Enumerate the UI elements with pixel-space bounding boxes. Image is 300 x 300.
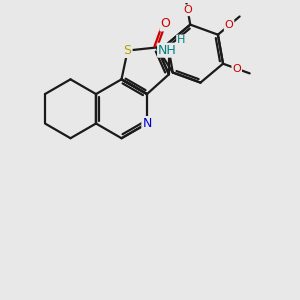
Text: NH: NH bbox=[158, 44, 177, 57]
Text: O: O bbox=[232, 64, 241, 74]
Text: O: O bbox=[183, 5, 192, 15]
Text: O: O bbox=[160, 17, 170, 30]
Text: S: S bbox=[124, 44, 132, 57]
Text: H: H bbox=[177, 35, 185, 46]
Text: N: N bbox=[142, 117, 152, 130]
Text: O: O bbox=[225, 20, 233, 30]
